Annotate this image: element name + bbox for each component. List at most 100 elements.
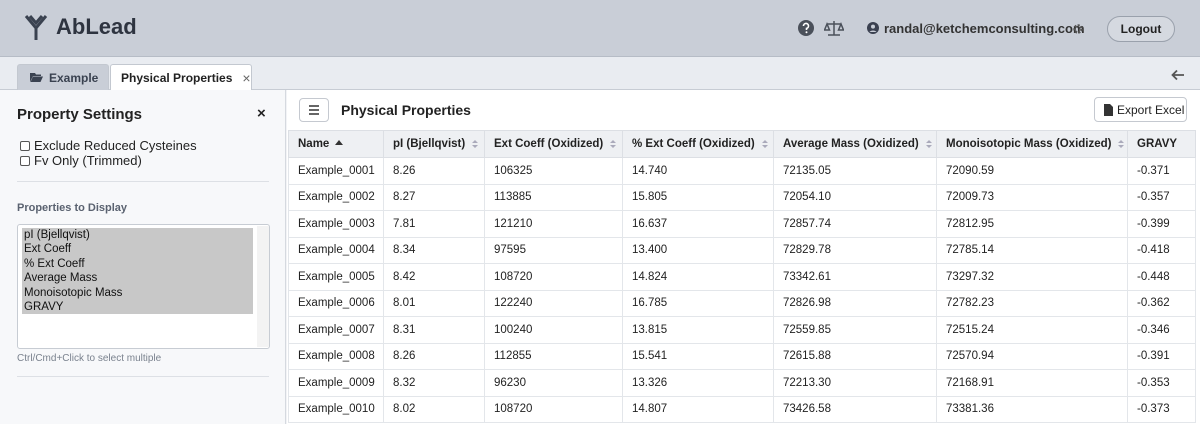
table-cell: 8.02 [383,395,485,423]
column-header[interactable]: % Ext Coeff (Oxidized) [622,130,774,158]
table-row[interactable]: Example_0009 8.32 96230 13.326 72213.30 72168… [288,369,1196,397]
export-button[interactable]: Export Excel [1094,97,1187,122]
sort-icon[interactable] [1117,139,1125,149]
table-cell: Example_0005 [288,263,384,291]
table-cell: 96230 [484,369,623,397]
user-email[interactable]: randal@ketchemconsulting.com [884,21,1085,36]
sort-icon[interactable] [471,139,479,149]
column-header[interactable]: Monoisotopic Mass (Oxidized) [936,130,1128,158]
column-label: Average Mass (Oxidized) [783,138,919,150]
sidebar-close[interactable]: × [257,105,266,122]
menu-button[interactable] [299,98,329,122]
table-cell: 113885 [484,183,623,211]
column-header[interactable]: Ext Coeff (Oxidized) [484,130,623,158]
table-row[interactable]: Example_0010 8.02 108720 14.807 73426.58 7338… [288,395,1196,423]
tab-close[interactable]: × [242,70,251,86]
table-cell: 108720 [484,395,623,423]
settings-icon[interactable] [1073,24,1083,34]
table-cell: Example_0008 [288,342,384,370]
table-cell: -0.371 [1127,157,1196,185]
option[interactable]: % Ext Coeff [24,257,85,270]
table-row[interactable]: Example_0001 8.26 106325 14.740 72135.05 7209… [288,157,1196,185]
table-cell: Example_0010 [288,395,384,423]
back-arrow[interactable] [1171,69,1185,81]
table-cell: 8.01 [383,289,485,317]
table-cell: 72570.94 [936,342,1128,370]
checkbox-row[interactable]: Fv Only (Trimmed) [20,153,142,168]
column-label: % Ext Coeff (Oxidized) [632,138,755,150]
divider [17,181,269,182]
column-header[interactable]: Average Mass (Oxidized) [773,130,937,158]
table-cell: -0.362 [1127,289,1196,317]
help-icon[interactable] [798,20,814,36]
table-cell: 8.26 [383,342,485,370]
panel-title: Physical Properties [341,102,471,118]
sort-icon[interactable] [335,139,344,149]
table-cell: 14.807 [622,395,774,423]
table-cell: 15.805 [622,183,774,211]
table-cell: 8.31 [383,316,485,344]
checkbox-row[interactable]: Exclude Reduced Cysteines [20,138,197,153]
table-row[interactable]: Example_0004 8.34 97595 13.400 72829.78 72785… [288,236,1196,264]
table-cell: -0.357 [1127,183,1196,211]
table-row[interactable]: Example_0005 8.42 108720 14.824 73342.61 7329… [288,263,1196,291]
table-cell: 72826.98 [773,289,937,317]
table-cell: 14.824 [622,263,774,291]
option[interactable]: GRAVY [24,300,64,313]
table-cell: -0.346 [1127,316,1196,344]
scrollbar [257,226,269,347]
column-header[interactable]: GRAVY [1127,130,1196,158]
file-icon [1104,104,1113,116]
logo [24,15,48,40]
checkbox[interactable] [20,140,30,151]
column-header[interactable]: Name [288,130,384,158]
table-cell: Example_0003 [288,210,384,238]
table-cell: 73342.61 [773,263,937,291]
tab-label: Physical Properties [121,71,233,85]
option[interactable]: Monoisotopic Mass [24,286,123,299]
table-cell: -0.391 [1127,342,1196,370]
table-cell: -0.353 [1127,369,1196,397]
scale-icon[interactable] [824,19,844,37]
table-cell: 72812.95 [936,210,1128,238]
table-cell: 16.785 [622,289,774,317]
tab[interactable]: Example [17,64,109,91]
table-cell: 7.81 [383,210,485,238]
data-table: Name pI (Bjellqvist) Ext Coeff (Oxidized)%… [288,130,1196,423]
table-cell: 73297.32 [936,263,1128,291]
table-cell: 8.26 [383,157,485,185]
table-row[interactable]: Example_0003 7.81 121210 16.637 72857.74 7281… [288,210,1196,238]
option[interactable]: pI (Bjellqvist) [24,229,90,241]
table-cell: 8.27 [383,183,485,211]
option[interactable]: Ext Coeff [24,243,72,256]
table-cell: -0.448 [1127,263,1196,291]
checkbox[interactable] [20,155,30,166]
table-cell: 72785.14 [936,236,1128,264]
column-header[interactable]: pI (Bjellqvist) [383,130,485,158]
table-cell: 73381.36 [936,395,1128,423]
table-cell: 8.42 [383,263,485,291]
table-cell: 13.815 [622,316,774,344]
column-label: Ext Coeff (Oxidized) [494,138,604,150]
sort-icon[interactable] [925,139,933,149]
table-cell: Example_0006 [288,289,384,317]
checkbox-label: Exclude Reduced Cysteines [34,138,197,153]
table-cell: 97595 [484,236,623,264]
sort-icon[interactable] [609,139,617,149]
logout-button[interactable]: Logout [1107,16,1175,42]
column-label: Monoisotopic Mass (Oxidized) [946,138,1112,150]
table-row[interactable]: Example_0008 8.26 112855 15.541 72615.88 7257… [288,342,1196,370]
tab-active[interactable]: Physical Properties × [110,64,252,91]
table-cell: 72054.10 [773,183,937,211]
sidebar-title: Property Settings [17,106,143,123]
table-cell: 112855 [484,342,623,370]
table-row[interactable]: Example_0002 8.27 113885 15.805 72054.10 7200… [288,183,1196,211]
brand: AbLead [56,14,137,39]
table-row[interactable]: Example_0007 8.31 100240 13.815 72559.85 7251… [288,316,1196,344]
option[interactable]: Average Mass [24,272,98,285]
table-cell: 8.32 [383,369,485,397]
table-cell: 72090.59 [936,157,1128,185]
table-row[interactable]: Example_0006 8.01 122240 16.785 72826.98 7278… [288,289,1196,317]
sort-icon[interactable] [761,139,769,149]
